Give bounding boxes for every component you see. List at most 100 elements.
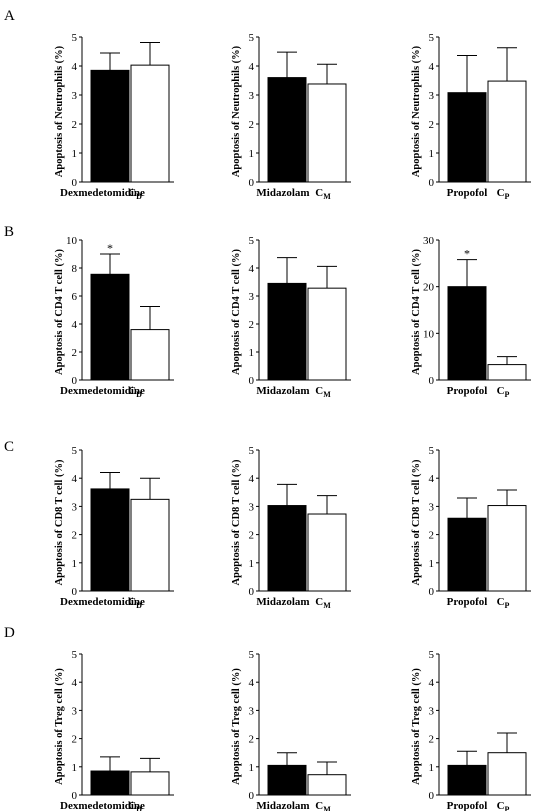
category-label-control: CD	[128, 800, 142, 811]
category-label: Midazolam	[256, 187, 309, 199]
chart-a-2: 0 1 2 3 4 5 Apoptosis of Neutrophils (%) Midazo…	[231, 32, 351, 201]
y-tick-label: 3	[249, 90, 255, 102]
category-label-control: CM	[315, 187, 331, 201]
y-tick-label: 0	[429, 177, 435, 189]
y-tick-label: 3	[72, 501, 78, 513]
y-tick-label: 1	[72, 558, 78, 570]
y-tick-label: 4	[249, 473, 255, 485]
y-tick-label: 1	[249, 558, 255, 570]
control-letter: C	[315, 187, 323, 199]
y-tick-label: 0	[249, 586, 255, 598]
y-axis-title: Apoptosis of Neutrophils (%)	[231, 45, 242, 177]
bar-2	[130, 329, 170, 381]
y-tick-label: 8	[72, 263, 78, 275]
y-tick-label: 10	[423, 328, 435, 340]
y-tick-label: 5	[72, 445, 78, 457]
panel-letter-d: D	[4, 625, 15, 641]
y-tick-label: 20	[423, 282, 435, 294]
panel-letter-b: B	[4, 224, 14, 240]
chart-d-2: 0 1 2 3 4 5 Apoptosis of Treg cell (%) Midazola…	[231, 649, 351, 811]
y-tick-label: 0	[72, 375, 78, 387]
y-axis-title: Apoptosis of CD4 T cell (%)	[54, 249, 65, 375]
y-axis-title: Apoptosis of Neutrophils (%)	[411, 45, 422, 177]
y-tick-label: 2	[72, 347, 78, 359]
y-tick-label: 4	[72, 61, 78, 73]
control-subscript: M	[323, 805, 331, 811]
y-tick-label: 2	[249, 119, 255, 131]
y-tick-label: 3	[72, 705, 78, 717]
category-label: Propofol	[447, 187, 488, 199]
category-label: Dexmedetomidine	[60, 800, 145, 811]
control-letter: C	[315, 596, 323, 608]
bar-2	[487, 505, 527, 592]
chart-c-2: 0 1 2 3 4 5 Apoptosis of CD8 T cell (%) Midazol…	[231, 445, 351, 610]
y-axis-title: Apoptosis of CD8 T cell (%)	[411, 459, 422, 585]
y-tick-label: 2	[72, 119, 78, 131]
bar-2	[307, 83, 347, 183]
category-label-control: CM	[315, 385, 331, 399]
control-letter: C	[128, 187, 136, 199]
bar-2	[130, 498, 170, 592]
y-axis-title: Apoptosis of Treg cell (%)	[411, 668, 422, 785]
control-subscript: D	[136, 805, 142, 811]
significance-star: *	[464, 247, 470, 261]
y-tick-label: 2	[72, 734, 78, 746]
control-letter: C	[128, 800, 136, 811]
chart-d-3: 0 1 2 3 4 5 Apoptosis of Treg cell (%) Propofol…	[411, 649, 531, 811]
y-tick-label: 5	[249, 445, 255, 457]
y-tick-label: 4	[249, 263, 255, 275]
category-label-control: CD	[128, 596, 142, 610]
category-label: Midazolam	[256, 800, 309, 811]
category-label-control: CP	[497, 187, 510, 201]
y-tick-label: 1	[249, 762, 255, 774]
control-letter: C	[497, 187, 505, 199]
y-tick-label: 6	[72, 291, 78, 303]
y-tick-label: 0	[429, 586, 435, 598]
y-tick-label: 2	[429, 119, 435, 131]
category-label: Propofol	[447, 385, 488, 397]
y-tick-label: 4	[249, 61, 255, 73]
bar-2	[307, 287, 347, 381]
y-tick-label: 2	[429, 734, 435, 746]
y-tick-label: 1	[72, 762, 78, 774]
bar-1	[90, 273, 130, 381]
y-tick-label: 0	[249, 375, 255, 387]
category-label: Propofol	[447, 596, 488, 608]
category-label: Midazolam	[256, 385, 309, 397]
control-subscript: D	[136, 601, 142, 610]
bar-1	[447, 517, 487, 592]
y-tick-label: 2	[249, 319, 255, 331]
y-tick-label: 4	[429, 677, 435, 689]
category-label: Dexmedetomidine	[60, 596, 145, 608]
y-tick-label: 0	[429, 375, 435, 387]
y-tick-label: 3	[429, 90, 435, 102]
y-tick-label: 0	[249, 177, 255, 189]
bar-2	[487, 364, 527, 381]
y-tick-label: 4	[429, 473, 435, 485]
control-subscript: D	[136, 192, 142, 201]
y-tick-label: 0	[72, 586, 78, 598]
y-tick-label: 3	[249, 501, 255, 513]
y-tick-label: 5	[429, 445, 435, 457]
control-subscript: P	[505, 390, 510, 399]
y-tick-label: 5	[429, 32, 435, 44]
y-tick-label: 5	[429, 649, 435, 661]
panel-letter-c: C	[4, 439, 14, 455]
y-tick-label: 0	[72, 790, 78, 802]
y-tick-label: 1	[429, 558, 435, 570]
bar-1	[267, 77, 307, 183]
y-axis-title: Apoptosis of Treg cell (%)	[54, 668, 65, 785]
category-label-control: CP	[497, 385, 510, 399]
control-subscript: D	[136, 390, 142, 399]
control-letter: C	[128, 385, 136, 397]
category-label-control: CD	[128, 187, 142, 201]
bar-1	[267, 282, 307, 381]
y-axis-title: Apoptosis of Neutrophils (%)	[54, 45, 65, 177]
control-subscript: P	[505, 805, 510, 811]
category-label-control: CD	[128, 385, 142, 399]
category-label-control: CP	[497, 596, 510, 610]
control-subscript: M	[323, 192, 331, 201]
y-tick-label: 1	[72, 148, 78, 160]
